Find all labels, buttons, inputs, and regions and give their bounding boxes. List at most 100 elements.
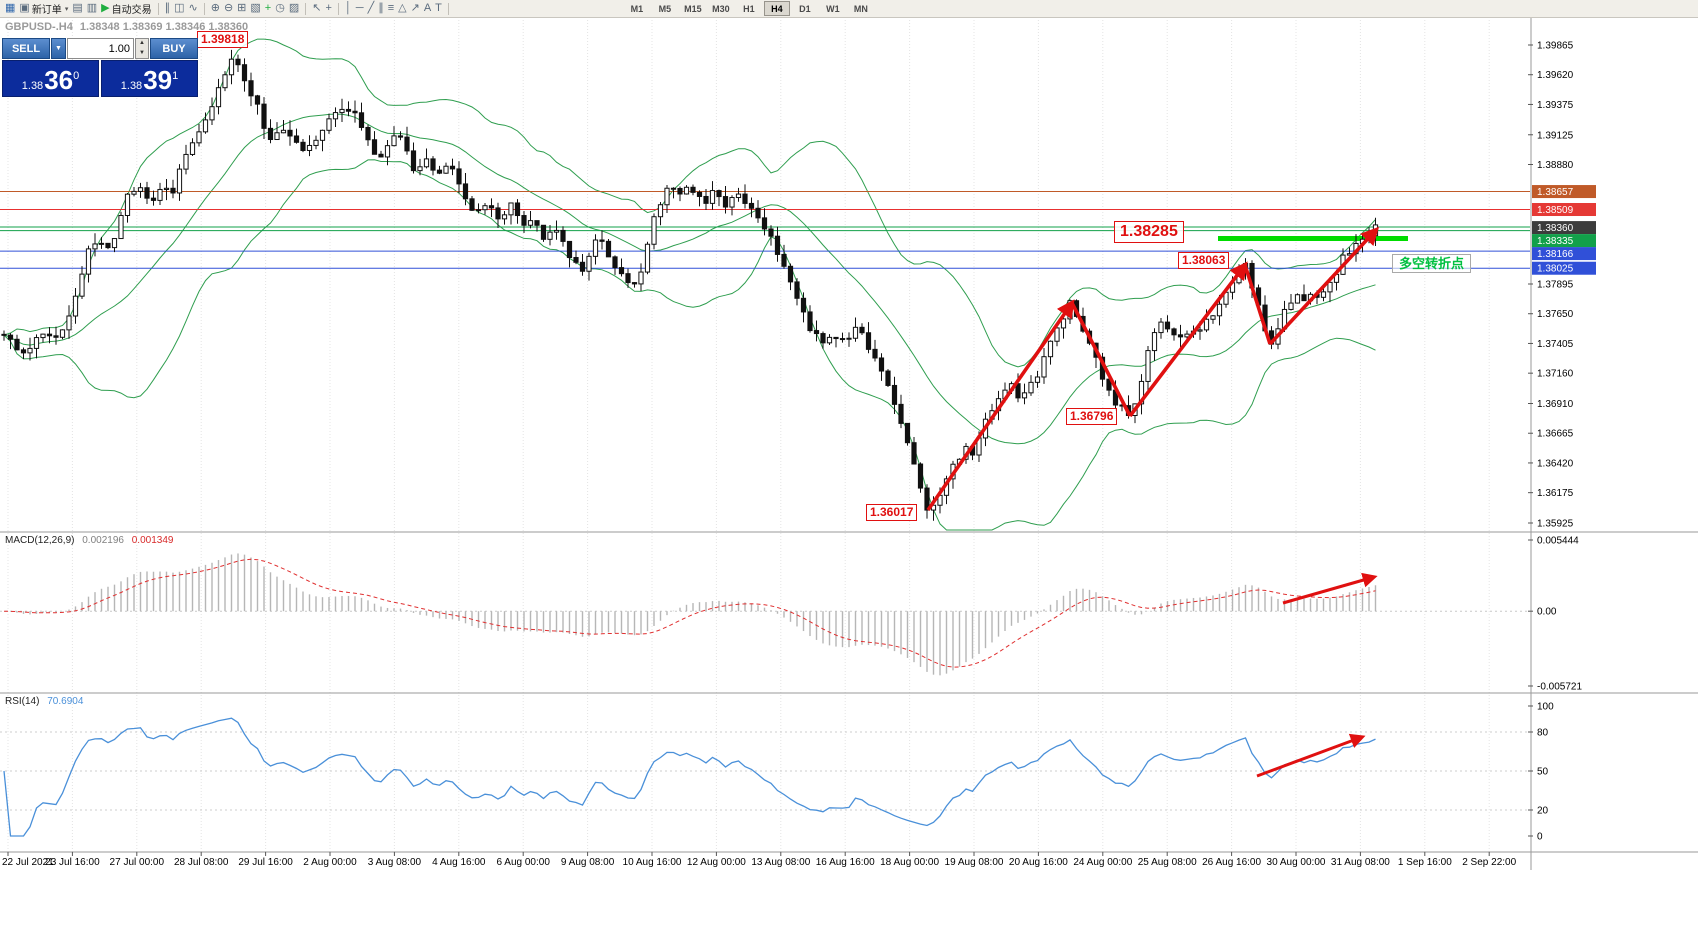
svg-text:1.38335: 1.38335	[1537, 236, 1574, 247]
candlestick-chart-icon: ◫	[174, 2, 185, 14]
svg-text:1.36175: 1.36175	[1537, 488, 1574, 499]
annotations-layer	[926, 226, 1380, 778]
indicators-icon[interactable]: +	[263, 1, 273, 16]
sell-price-button[interactable]: 1.38 36 0	[2, 60, 99, 97]
volume-up-icon[interactable]: ▲	[139, 40, 145, 46]
trendline-icon[interactable]: ╱	[366, 1, 377, 16]
timeframe-w1[interactable]: W1	[826, 3, 840, 14]
svg-text:19 Aug 08:00: 19 Aug 08:00	[945, 857, 1004, 868]
main-toolbar: ▦ ▣ 新订单 ▾ ▤ ▥ ▶ 自动交易 ∥ ◫ ∿ ⊕ ⊖ ⊞ ▧ + ◷ ▨ ↖ + │ ─ ╱ ∥ ≡ △ ↗ A T M1 M5 M…	[0, 0, 1698, 18]
svg-text:1.37405: 1.37405	[1537, 339, 1574, 350]
toolbar-separator	[157, 2, 159, 15]
periods-icon: ◷	[275, 2, 285, 14]
rsi-value: 70.6904	[47, 696, 84, 707]
line-chart-icon[interactable]: ∿	[187, 1, 200, 16]
svg-text:1.39620: 1.39620	[1537, 70, 1574, 81]
svg-text:12 Aug 00:00: 12 Aug 00:00	[687, 857, 746, 868]
svg-text:4 Aug 16:00: 4 Aug 16:00	[432, 857, 486, 868]
profiles-icon[interactable]: ▥	[85, 1, 99, 16]
fibonacci-icon[interactable]: ≡	[386, 1, 396, 16]
price-annotation-major-low[interactable]: 1.36017	[866, 504, 918, 521]
trendline-icon: ╱	[367, 2, 375, 14]
svg-text:24 Aug 00:00: 24 Aug 00:00	[1073, 857, 1132, 868]
order-dropdown-icon[interactable]: ▼	[51, 38, 66, 59]
shapes-icon[interactable]: △	[396, 1, 408, 16]
toolbar-separator	[203, 2, 205, 15]
buy-price-button[interactable]: 1.38 39 1	[101, 60, 198, 97]
svg-text:2 Aug 00:00: 2 Aug 00:00	[303, 857, 357, 868]
zoom-in-icon[interactable]: ⊕	[209, 1, 222, 16]
crosshair-icon[interactable]: +	[323, 1, 333, 16]
bar-chart-icon[interactable]: ∥	[163, 1, 173, 16]
svg-text:1.35925: 1.35925	[1537, 519, 1574, 530]
sell-price-point: 0	[73, 70, 80, 82]
candlestick-chart-icon[interactable]: ◫	[172, 1, 186, 16]
ohlc-values: 1.38348 1.38369 1.38346 1.38360	[79, 21, 249, 33]
horizontal-line-icon[interactable]: ─	[354, 1, 366, 16]
rsi-header: RSI(14) 70.6904	[5, 696, 83, 707]
timeframe-m1[interactable]: M1	[630, 3, 644, 14]
shapes-icon: △	[398, 2, 407, 14]
price-annotation-swing-low[interactable]: 1.36796	[1066, 408, 1118, 425]
svg-text:1.38657: 1.38657	[1537, 187, 1574, 198]
svg-text:3 Aug 08:00: 3 Aug 08:00	[368, 857, 422, 868]
app-icon[interactable]: ▦	[3, 1, 17, 16]
price-annotation-swing-high[interactable]: 1.38063	[1178, 252, 1230, 269]
volume-input[interactable]	[67, 38, 134, 59]
timeframe-d1[interactable]: D1	[799, 3, 811, 14]
charts-grid-icon[interactable]: ▤	[70, 1, 84, 16]
macd-label: MACD(12,26,9)	[5, 535, 75, 546]
timeframe-mn[interactable]: MN	[853, 3, 868, 14]
svg-text:1.38166: 1.38166	[1537, 249, 1574, 260]
sell-button[interactable]: SELL	[2, 38, 50, 59]
rsi-layer	[3, 717, 1376, 837]
svg-text:0.00: 0.00	[1537, 607, 1557, 618]
arrows-icon[interactable]: ↗	[409, 1, 422, 16]
timeframe-m15[interactable]: M15	[684, 3, 702, 14]
new-order-icon: ▣	[19, 2, 30, 14]
symbol-label: GBPUSD-.H4	[5, 21, 73, 33]
new-order-button-dropdown-icon[interactable]: ▾	[64, 5, 69, 13]
text-icon[interactable]: A	[422, 1, 433, 16]
macd-main-value: 0.002196	[82, 535, 124, 546]
new-order-button[interactable]: ▣ 新订单 ▾	[17, 1, 70, 16]
cursor-icon[interactable]: ↖	[310, 1, 323, 16]
templates-icon[interactable]: ▨	[287, 1, 301, 16]
timeframe-h1[interactable]: H1	[743, 3, 755, 14]
tile-windows-icon[interactable]: ⊞	[235, 1, 248, 16]
volume-down-icon[interactable]: ▼	[139, 49, 145, 56]
timeframe-m30[interactable]: M30	[712, 3, 730, 14]
timeframe-m5[interactable]: M5	[658, 3, 672, 14]
templates-icon: ▨	[288, 2, 300, 14]
buy-button[interactable]: BUY	[150, 38, 198, 59]
timeframe-h4[interactable]: H4	[763, 1, 790, 16]
svg-text:20 Aug 16:00: 20 Aug 16:00	[1009, 857, 1068, 868]
autotrading-button[interactable]: ▶ 自动交易	[99, 1, 153, 16]
volume-stepper[interactable]: ▲ ▼	[135, 38, 149, 59]
zoom-out-icon[interactable]: ⊖	[222, 1, 235, 16]
text-label-icon[interactable]: T	[433, 1, 444, 16]
note-annotation-turning-point[interactable]: 多空转折点	[1392, 254, 1472, 273]
svg-text:30 Aug 00:00: 30 Aug 00:00	[1267, 857, 1326, 868]
toolbar-icons: ▦ ▣ 新订单 ▾ ▤ ▥ ▶ 自动交易 ∥ ◫ ∿ ⊕ ⊖ ⊞ ▧ + ◷ ▨ ↖ + │ ─ ╱ ∥ ≡ △ ↗ A T	[3, 1, 453, 16]
price-annotation-high[interactable]: 1.39818	[197, 31, 249, 48]
svg-text:1.39375: 1.39375	[1537, 100, 1574, 111]
svg-text:100: 100	[1537, 702, 1554, 713]
toolbar-separator	[305, 2, 307, 15]
periods-icon[interactable]: ◷	[273, 1, 287, 16]
svg-text:28 Jul 08:00: 28 Jul 08:00	[174, 857, 229, 868]
text-label-icon: T	[435, 2, 442, 14]
svg-text:80: 80	[1537, 728, 1549, 739]
svg-text:9 Aug 08:00: 9 Aug 08:00	[561, 857, 615, 868]
autotrading-icon: ▶	[101, 2, 110, 14]
svg-text:25 Aug 08:00: 25 Aug 08:00	[1138, 857, 1197, 868]
svg-text:1.38880: 1.38880	[1537, 160, 1574, 171]
new-chart-icon[interactable]: ▧	[248, 1, 262, 16]
svg-text:22 Jul 2021: 22 Jul 2021	[2, 857, 54, 868]
vertical-line-icon[interactable]: │	[343, 1, 354, 16]
price-annotation-key-level[interactable]: 1.38285	[1114, 221, 1184, 243]
channel-icon[interactable]: ∥	[376, 1, 386, 16]
timeframe-bar: M1 M5 M15 M30 H1 H4 D1 W1 MN	[623, 1, 875, 16]
